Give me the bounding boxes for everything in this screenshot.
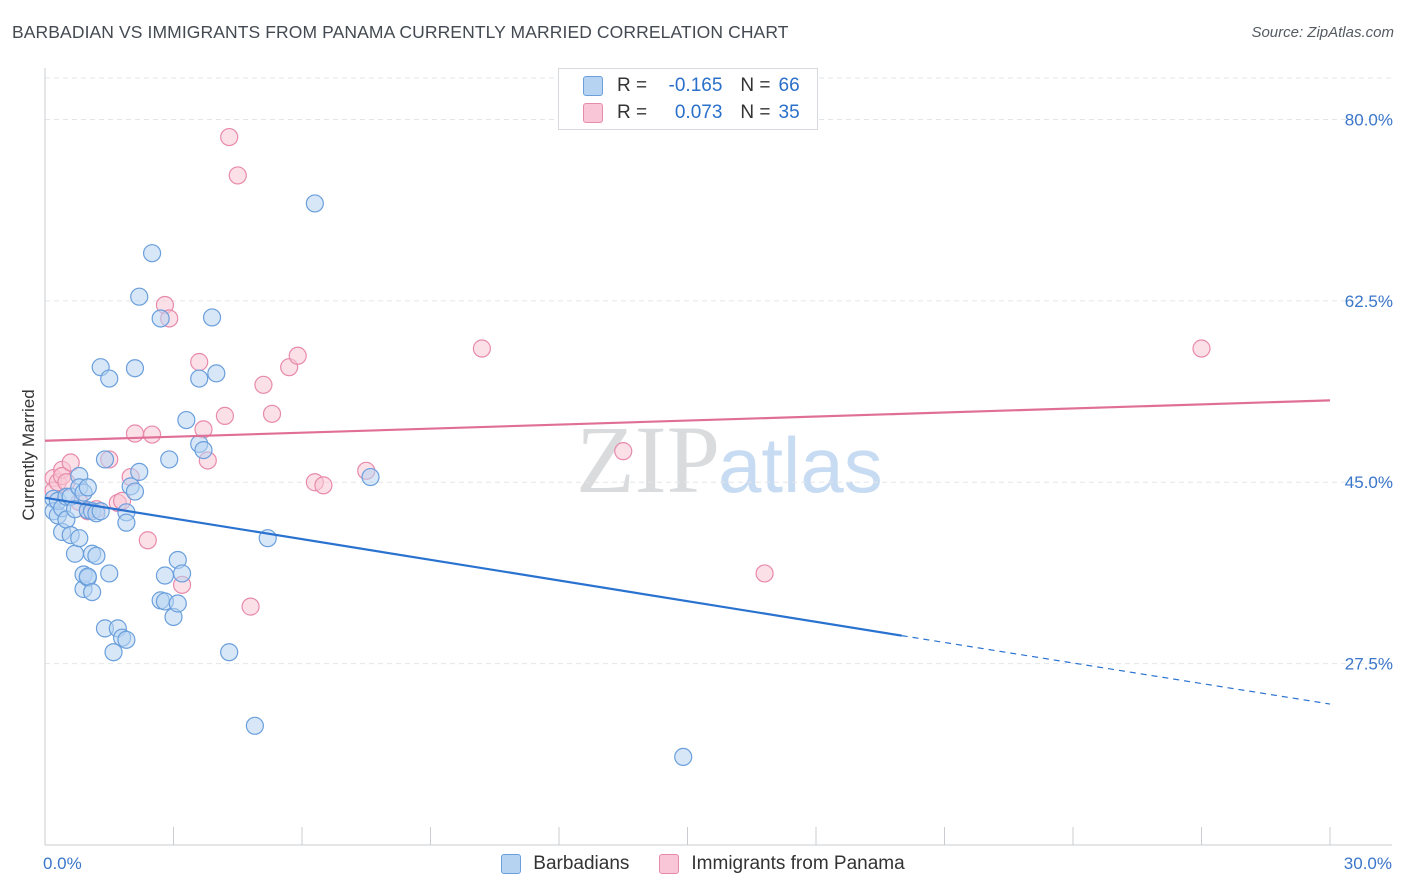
data-point-panama bbox=[228, 166, 247, 185]
data-point-barbadian bbox=[220, 643, 239, 662]
data-point-barbadian bbox=[172, 564, 192, 583]
legend-r-value: -0.165 bbox=[668, 75, 723, 96]
data-point-barbadian bbox=[70, 529, 89, 548]
data-point-panama bbox=[1192, 339, 1211, 358]
legend-r-value: 0.073 bbox=[674, 102, 723, 123]
data-point-panama bbox=[138, 531, 157, 550]
watermark-atlas: atlas bbox=[718, 421, 883, 509]
data-point-panama bbox=[254, 375, 273, 394]
data-point-panama bbox=[241, 597, 260, 616]
data-point-barbadian bbox=[305, 194, 324, 213]
data-point-barbadian bbox=[245, 716, 264, 735]
legend-item-barbadians[interactable]: Barbadians bbox=[501, 853, 629, 875]
data-point-panama bbox=[755, 564, 774, 583]
trend-line-barbadians bbox=[44, 496, 902, 637]
legend-item-panama[interactable]: Immigrants from Panama bbox=[659, 853, 905, 875]
y-tick-label: 62.5% bbox=[1345, 292, 1393, 311]
data-point-panama bbox=[314, 476, 333, 495]
legend-swatch-blue bbox=[501, 854, 522, 874]
data-point-barbadian bbox=[194, 440, 213, 460]
legend-n-label: N = bbox=[740, 102, 771, 123]
legend-n-label: N = bbox=[740, 75, 771, 96]
legend-label-panama: Immigrants from Panama bbox=[691, 853, 905, 874]
data-point-panama bbox=[142, 425, 162, 444]
data-point-panama bbox=[215, 406, 234, 425]
legend-label-barbadians: Barbadians bbox=[533, 853, 630, 874]
legend-row-barbadians: R = -0.165 N = 66 bbox=[583, 74, 800, 98]
data-point-barbadian bbox=[207, 364, 226, 383]
data-point-barbadian bbox=[190, 369, 209, 388]
y-tick-label: 27.5% bbox=[1345, 655, 1393, 674]
legend-swatch-pink bbox=[583, 103, 603, 123]
data-point-barbadian bbox=[104, 643, 123, 662]
data-point-panama bbox=[614, 442, 633, 461]
data-point-barbadian bbox=[125, 359, 145, 378]
data-point-barbadian bbox=[117, 630, 136, 649]
legend-swatch-blue bbox=[583, 76, 603, 96]
data-point-barbadian bbox=[87, 546, 106, 565]
y-axis-label: Currently Married bbox=[19, 389, 38, 520]
data-point-barbadian bbox=[130, 462, 149, 481]
data-point-barbadian bbox=[202, 308, 222, 327]
data-point-barbadian bbox=[155, 566, 175, 585]
trend-line-barbadians-extension bbox=[901, 635, 1331, 705]
chart-title: BARBADIAN VS IMMIGRANTS FROM PANAMA CURR… bbox=[12, 22, 789, 42]
data-point-barbadian bbox=[177, 410, 196, 430]
legend-n-value: 35 bbox=[778, 102, 800, 123]
data-point-panama bbox=[472, 339, 491, 358]
data-point-panama bbox=[125, 424, 145, 443]
data-point-barbadian bbox=[361, 467, 380, 487]
data-point-barbadian bbox=[78, 567, 97, 586]
data-point-barbadian bbox=[100, 564, 119, 583]
y-tick-label: 80.0% bbox=[1345, 110, 1393, 129]
legend-r-label: R = bbox=[617, 75, 648, 96]
data-point-barbadian bbox=[65, 544, 85, 563]
data-point-barbadian bbox=[160, 450, 179, 469]
y-tick-label: 45.0% bbox=[1345, 473, 1393, 492]
data-point-panama bbox=[61, 453, 80, 472]
legend-n-value: 66 bbox=[778, 75, 800, 96]
legend-row-panama: R = 0.073 N = 35 bbox=[583, 101, 800, 125]
legend-r-label: R = bbox=[617, 102, 648, 123]
data-point-barbadian bbox=[117, 513, 136, 532]
x-tick-label: 30.0% bbox=[1344, 854, 1392, 873]
data-point-barbadian bbox=[674, 747, 693, 766]
legend-swatch-pink bbox=[659, 854, 680, 874]
data-point-barbadian bbox=[125, 482, 145, 501]
data-point-barbadian bbox=[100, 369, 119, 388]
data-point-barbadian bbox=[83, 582, 102, 602]
data-point-barbadian bbox=[168, 594, 187, 613]
data-point-barbadian bbox=[130, 287, 149, 306]
data-point-panama bbox=[262, 404, 282, 423]
correlation-legend: R = -0.165 N = 66 R = 0.073 N = 35 bbox=[558, 68, 818, 130]
data-point-barbadian bbox=[78, 478, 97, 497]
data-point-panama bbox=[288, 346, 307, 365]
data-point-barbadian bbox=[142, 244, 162, 263]
data-point-panama bbox=[220, 127, 239, 147]
source-label: Source: ZipAtlas.com bbox=[1251, 24, 1394, 41]
data-point-barbadian bbox=[95, 450, 115, 469]
x-tick-label: 0.0% bbox=[43, 854, 82, 873]
data-point-barbadian bbox=[151, 309, 170, 328]
data-point-panama bbox=[190, 352, 209, 372]
series-legend: Barbadians Immigrants from Panama bbox=[0, 850, 1406, 878]
trend-line-panama bbox=[44, 399, 1331, 442]
